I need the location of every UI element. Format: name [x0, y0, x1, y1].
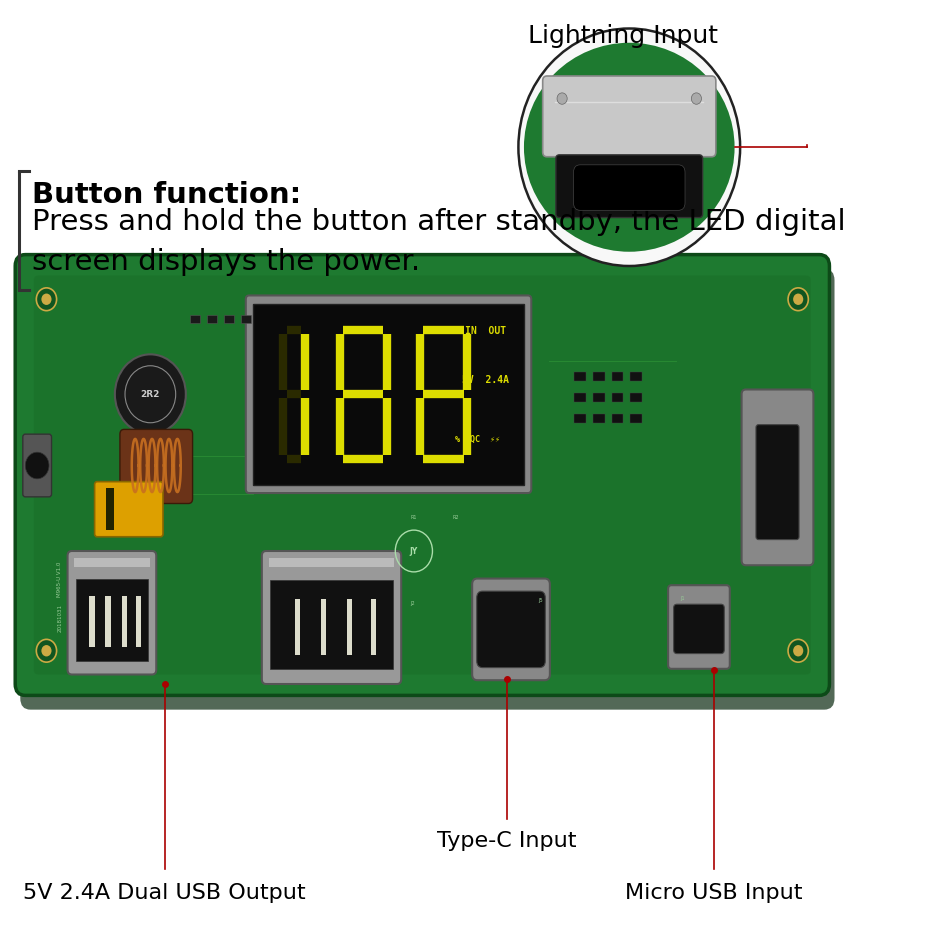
FancyBboxPatch shape — [262, 551, 401, 684]
Text: Micro USB Input: Micro USB Input — [625, 883, 803, 903]
FancyBboxPatch shape — [67, 551, 156, 674]
Bar — [275, 315, 285, 323]
Bar — [105, 596, 110, 647]
Circle shape — [36, 639, 57, 662]
Bar — [294, 599, 300, 655]
FancyBboxPatch shape — [574, 165, 685, 210]
Circle shape — [793, 294, 804, 305]
FancyBboxPatch shape — [477, 591, 545, 668]
Text: 5V 2.4A Dual USB Output: 5V 2.4A Dual USB Output — [24, 883, 306, 903]
Bar — [593, 393, 605, 402]
Circle shape — [788, 288, 808, 311]
Text: JY: JY — [409, 546, 418, 556]
Bar — [575, 414, 586, 423]
Circle shape — [557, 93, 567, 104]
Text: Lightning Input: Lightning Input — [528, 24, 718, 48]
Bar — [612, 414, 623, 423]
Bar — [224, 315, 234, 323]
Circle shape — [42, 294, 51, 305]
FancyBboxPatch shape — [556, 155, 703, 218]
Circle shape — [36, 288, 57, 311]
Bar — [122, 596, 126, 647]
Text: 20181031: 20181031 — [57, 603, 63, 632]
FancyBboxPatch shape — [246, 295, 531, 493]
Text: Type-C Input: Type-C Input — [437, 830, 577, 851]
Bar — [593, 372, 605, 381]
FancyBboxPatch shape — [95, 482, 163, 537]
Text: J2: J2 — [409, 600, 414, 606]
FancyBboxPatch shape — [120, 429, 193, 504]
Bar — [271, 580, 392, 670]
Bar — [105, 488, 114, 530]
FancyBboxPatch shape — [756, 425, 799, 540]
Bar — [612, 393, 623, 402]
Bar — [76, 579, 148, 660]
Bar — [321, 599, 326, 655]
Circle shape — [788, 639, 808, 662]
Bar — [348, 599, 352, 655]
FancyBboxPatch shape — [674, 604, 724, 654]
Bar — [190, 315, 200, 323]
Text: %  QC  ⚡⚡: % QC ⚡⚡ — [455, 435, 500, 444]
Text: M965-U V1.0: M965-U V1.0 — [57, 561, 63, 598]
FancyBboxPatch shape — [668, 585, 730, 669]
Bar — [136, 596, 141, 647]
FancyBboxPatch shape — [542, 76, 716, 157]
Bar — [370, 599, 376, 655]
Bar — [292, 315, 301, 323]
FancyBboxPatch shape — [34, 276, 811, 674]
Circle shape — [692, 93, 701, 104]
Bar — [74, 558, 149, 567]
Ellipse shape — [524, 43, 734, 252]
Bar — [240, 315, 251, 323]
Text: J5: J5 — [539, 598, 542, 603]
FancyBboxPatch shape — [20, 269, 834, 710]
Text: R2: R2 — [453, 515, 460, 521]
Bar — [575, 393, 586, 402]
Text: 2R2: 2R2 — [141, 390, 160, 399]
Bar — [89, 596, 94, 647]
Bar — [630, 414, 642, 423]
Circle shape — [115, 354, 186, 434]
Bar — [630, 372, 642, 381]
Circle shape — [42, 645, 51, 656]
Bar — [269, 558, 394, 567]
Text: Press and hold the button after standby, the LED digital
screen displays the pow: Press and hold the button after standby,… — [32, 208, 845, 276]
Text: R1: R1 — [410, 515, 417, 521]
FancyBboxPatch shape — [23, 434, 51, 497]
Circle shape — [26, 452, 49, 479]
Bar — [612, 372, 623, 381]
Bar — [207, 315, 217, 323]
FancyBboxPatch shape — [15, 255, 829, 695]
Bar — [593, 414, 605, 423]
Text: J1: J1 — [680, 596, 685, 601]
Ellipse shape — [519, 28, 740, 266]
Bar — [575, 372, 586, 381]
Bar — [254, 304, 523, 484]
Bar — [630, 393, 642, 402]
FancyBboxPatch shape — [742, 390, 813, 565]
Text: IN  OUT: IN OUT — [466, 326, 506, 336]
Bar — [257, 315, 268, 323]
FancyBboxPatch shape — [472, 579, 550, 680]
Text: Button function:: Button function: — [32, 180, 301, 209]
Circle shape — [793, 645, 804, 656]
Text: 5V  2.4A: 5V 2.4A — [462, 375, 509, 385]
